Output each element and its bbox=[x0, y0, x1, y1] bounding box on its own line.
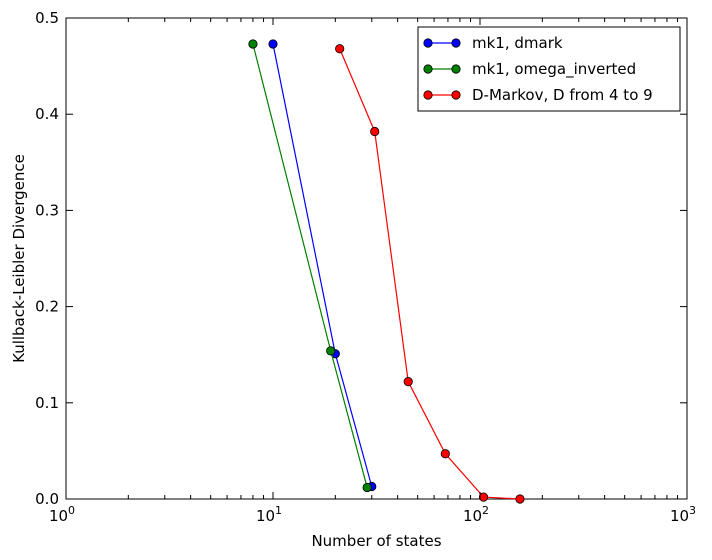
x-tick-label: 103 bbox=[670, 504, 696, 525]
data-point bbox=[440, 449, 450, 459]
series-2 bbox=[248, 39, 372, 493]
legend-marker bbox=[423, 64, 433, 74]
series-1 bbox=[268, 39, 377, 492]
data-point bbox=[326, 346, 336, 356]
series-line bbox=[339, 48, 521, 500]
data-point bbox=[248, 39, 258, 49]
legend-label: D-Markov, D from 4 to 9 bbox=[472, 86, 653, 104]
y-axis-title: Kullback-Leibler Divergence bbox=[10, 154, 28, 363]
legend-marker bbox=[451, 38, 461, 48]
data-point bbox=[335, 44, 345, 54]
data-point bbox=[370, 126, 380, 137]
legend-item: mk1, omega_inverted bbox=[423, 60, 636, 79]
legend-marker bbox=[423, 38, 433, 48]
x-tick-label: 100 bbox=[49, 504, 75, 525]
x-axis-title: Number of states bbox=[311, 532, 441, 550]
series-line bbox=[272, 43, 373, 487]
legend-box bbox=[417, 26, 681, 112]
x-tick-exponent: 1 bbox=[275, 504, 282, 517]
legend-label: mk1, dmark bbox=[472, 34, 563, 52]
y-tick-label: 0.4 bbox=[35, 105, 59, 123]
legend-marker bbox=[423, 90, 433, 100]
data-point bbox=[362, 482, 372, 493]
legend-item: mk1, dmark bbox=[423, 34, 563, 52]
legend: mk1, dmark mk1, omega_inverted D-Markov, D… bbox=[417, 26, 681, 112]
series-line bbox=[252, 43, 368, 488]
plot-area bbox=[65, 17, 688, 504]
x-tick-label: 102 bbox=[463, 504, 489, 525]
legend-marker bbox=[451, 64, 461, 74]
x-tick-exponent: 0 bbox=[68, 504, 75, 517]
y-tick-label: 0.5 bbox=[35, 9, 59, 27]
y-tick-label: 0.0 bbox=[35, 490, 59, 508]
x-tick-exponent: 2 bbox=[482, 504, 489, 517]
data-point bbox=[515, 494, 525, 504]
legend-label: mk1, omega_inverted bbox=[472, 60, 636, 79]
y-tick-label: 0.3 bbox=[35, 201, 59, 219]
y-tick-label: 0.1 bbox=[35, 394, 59, 412]
legend-item: D-Markov, D from 4 to 9 bbox=[423, 86, 653, 104]
legend-marker bbox=[451, 90, 461, 100]
series-3 bbox=[335, 44, 525, 504]
x-tick-exponent: 3 bbox=[689, 504, 696, 517]
axes-frame bbox=[65, 17, 688, 500]
data-point bbox=[478, 492, 489, 502]
data-point bbox=[403, 377, 413, 387]
x-tick-label: 101 bbox=[256, 504, 282, 525]
y-tick-label: 0.2 bbox=[35, 298, 59, 316]
data-point bbox=[268, 39, 278, 49]
